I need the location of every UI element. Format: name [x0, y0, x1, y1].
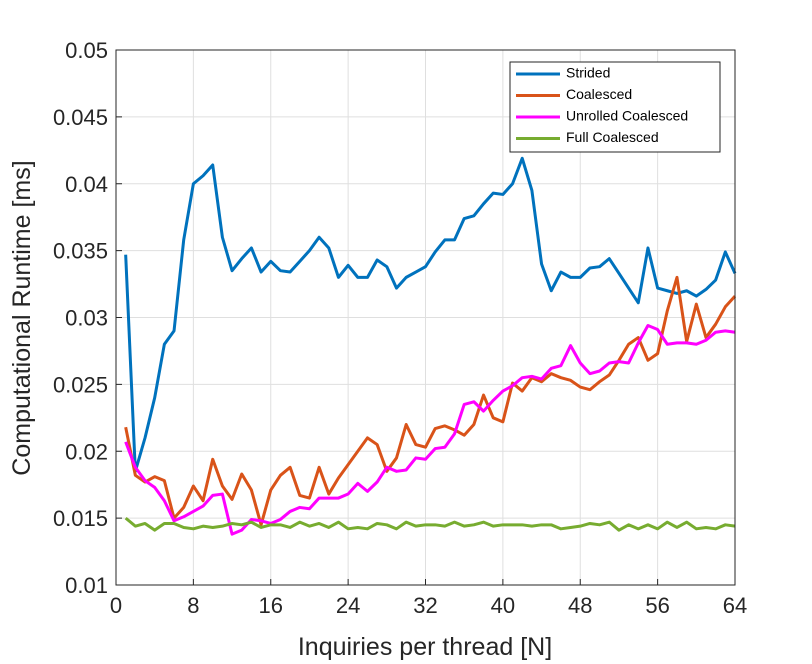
- x-tick-label: 40: [491, 593, 515, 618]
- legend-label: Strided: [566, 65, 610, 81]
- y-tick-label: 0.045: [53, 105, 108, 130]
- legend-label: Coalesced: [566, 86, 632, 102]
- y-tick-label: 0.035: [53, 239, 108, 264]
- y-tick-label: 0.05: [65, 38, 108, 63]
- x-tick-label: 64: [723, 593, 747, 618]
- y-tick-label: 0.01: [65, 573, 108, 598]
- y-tick-label: 0.04: [65, 172, 108, 197]
- series-line: [124, 516, 736, 532]
- series-line: [124, 324, 736, 536]
- axes-box: [115, 49, 736, 586]
- x-tick-label: 16: [259, 593, 283, 618]
- x-tick-label: 24: [336, 593, 360, 618]
- legend-label: Unrolled Coalesced: [566, 108, 688, 124]
- x-tick-label: 32: [413, 593, 437, 618]
- legend-label: Full Coalesced: [566, 129, 659, 145]
- series-line: [124, 156, 737, 473]
- y-tick-label: 0.025: [53, 372, 108, 397]
- x-tick-label: 8: [187, 593, 199, 618]
- series-line: [124, 275, 737, 527]
- x-tick-label: 56: [645, 593, 669, 618]
- y-tick-label: 0.03: [65, 306, 108, 331]
- y-axis-label: Computational Runtime [ms]: [8, 160, 36, 475]
- x-axis-label: Inquiries per thread [N]: [298, 633, 552, 661]
- x-tick-label: 0: [110, 593, 122, 618]
- y-tick-label: 0.015: [53, 506, 108, 531]
- x-tick-label: 48: [568, 593, 592, 618]
- y-tick-label: 0.02: [65, 439, 108, 464]
